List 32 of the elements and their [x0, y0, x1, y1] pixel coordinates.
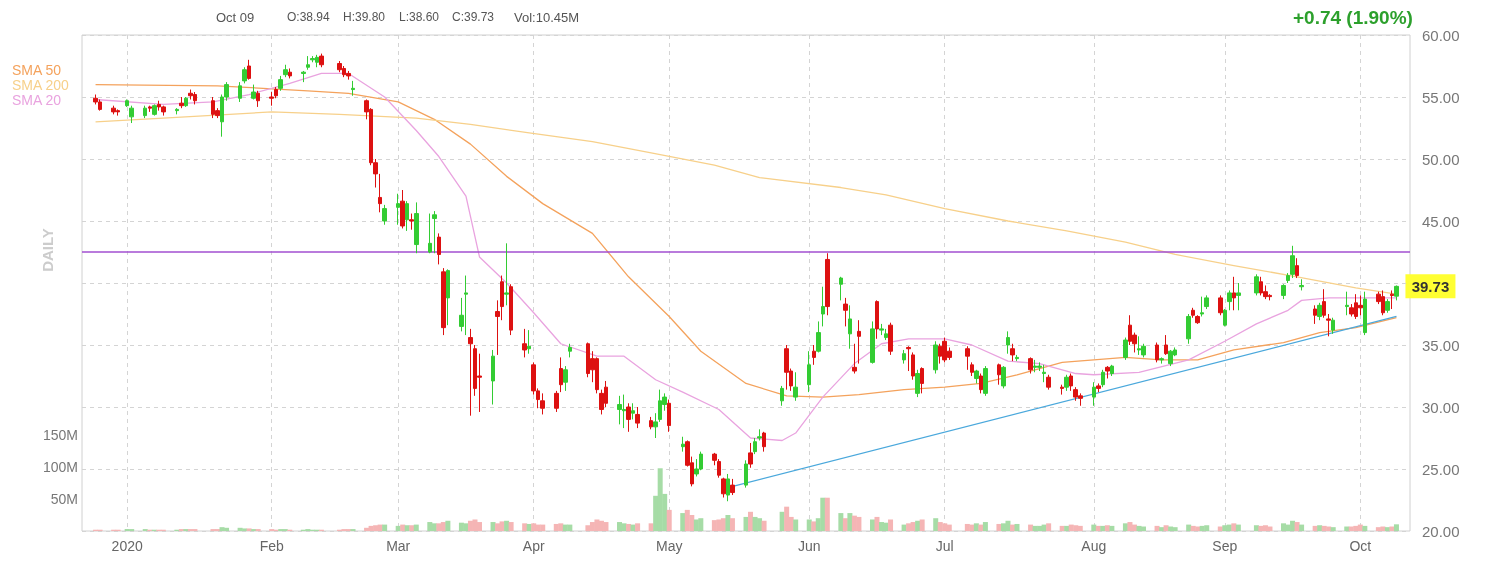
x-tick-label: 2020	[111, 538, 143, 554]
y2-tick-label: 100M	[42, 459, 78, 475]
x-tick-label: Jul	[935, 538, 954, 554]
x-tick-label: May	[655, 538, 683, 554]
x-tick-label: Apr	[522, 538, 545, 554]
y2-tick-label: 150M	[42, 427, 78, 443]
annotation: 39.73	[1411, 277, 1450, 295]
text: C:39.73	[452, 10, 495, 24]
text: SMA 20	[12, 92, 62, 108]
text: Vol:10.45M	[514, 9, 580, 25]
y-tick-label: 55.00	[1422, 88, 1460, 106]
y-tick-label: 20.00	[1422, 522, 1460, 540]
text: H:39.80	[343, 10, 386, 24]
y2-tick-label: 50M	[50, 491, 78, 507]
y-tick-label: 25.00	[1422, 460, 1460, 478]
x-tick-label: Sep	[1212, 538, 1238, 554]
y-tick-label: 30.00	[1422, 398, 1460, 416]
text: Oct 09	[216, 9, 255, 25]
text: L:38.60	[399, 10, 440, 24]
y-tick-label: 35.00	[1422, 336, 1460, 354]
y-tick-label: 45.00	[1422, 212, 1460, 230]
text: +0.74 (1.90%)	[1293, 6, 1413, 28]
x-tick-label: Feb	[259, 538, 284, 554]
x-tick-label: Jun	[797, 538, 821, 554]
x-tick-label: Mar	[386, 538, 411, 554]
x-tick-label: Oct	[1349, 538, 1372, 554]
y-tick-label: 60.00	[1422, 26, 1460, 44]
text: O:38.94	[287, 10, 331, 24]
text: SMA 200	[12, 77, 70, 93]
y-tick-label: 50.00	[1422, 150, 1460, 168]
x-tick-label: Aug	[1081, 538, 1107, 554]
text: SMA 50	[12, 62, 62, 78]
